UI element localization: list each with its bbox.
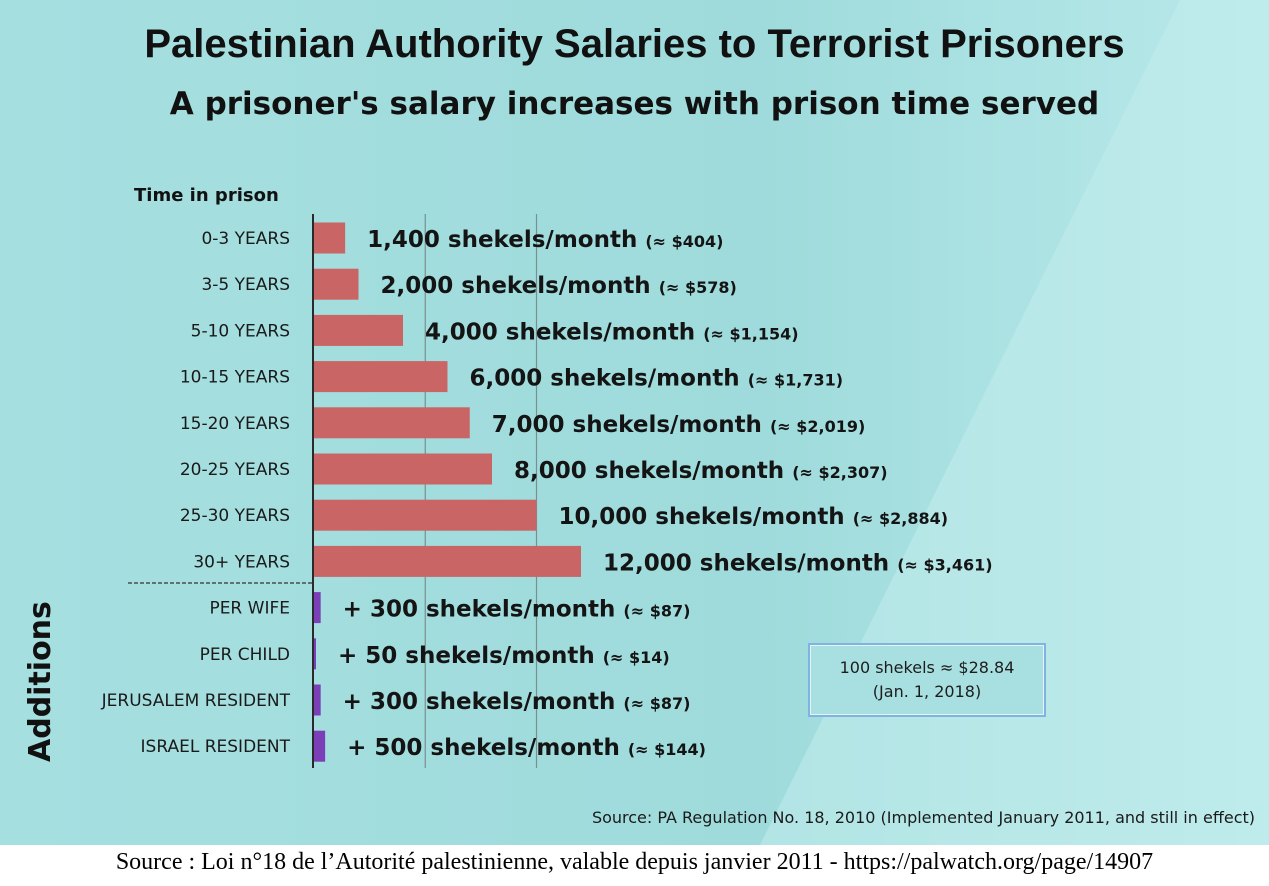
row-7-shekels: 10,000 shekels/month — [559, 504, 853, 530]
row-6-shekels: 8,000 shekels/month — [514, 458, 792, 484]
row-2-value-label: 2,000 shekels/month (≈ $578) — [381, 273, 737, 299]
row-4-label: 10-15 YEARS — [180, 368, 290, 388]
addition-2-usd: (≈ $14) — [603, 648, 670, 667]
exchange-rate-date: (Jan. 1, 2018) — [872, 682, 982, 701]
row-7-usd: (≈ $2,884) — [853, 509, 948, 528]
row-5-value-label: 7,000 shekels/month (≈ $2,019) — [492, 412, 866, 438]
row-4-value-label: 6,000 shekels/month (≈ $1,731) — [470, 366, 844, 392]
row-6-value-label: 8,000 shekels/month (≈ $2,307) — [514, 458, 888, 484]
row-8-usd: (≈ $3,461) — [897, 555, 992, 574]
source-caption-french: Source : Loi n°18 de l’Autorité palestin… — [115, 849, 1154, 875]
addition-3-value-label: + 300 shekels/month (≈ $87) — [343, 689, 691, 715]
row-8-bar — [314, 545, 581, 577]
row-7-label: 25-30 YEARS — [180, 506, 290, 526]
addition-4-usd: (≈ $144) — [628, 740, 706, 759]
source-note: Source: PA Regulation No. 18, 2010 (Impl… — [591, 808, 1255, 827]
row-8-shekels: 12,000 shekels/month — [603, 550, 897, 576]
additions-label-text: Additions — [23, 601, 58, 762]
row-7-bar — [314, 499, 537, 531]
additions-label: Additions — [6, 596, 66, 766]
row-4-usd: (≈ $1,731) — [748, 371, 843, 390]
row-5-shekels: 7,000 shekels/month — [492, 412, 770, 438]
bar-chart: Time in prison 0-3 YEARS 1,400 shekels/mo… — [101, 185, 993, 768]
row-5-bar — [314, 407, 470, 439]
addition-1-shekels: + 300 shekels/month — [343, 597, 624, 623]
row-2-bar — [314, 268, 359, 300]
chart-subtitle: A prisoner's salary increases with priso… — [169, 86, 1100, 122]
addition-1-bar — [314, 592, 321, 624]
addition-2-bar — [314, 638, 316, 670]
row-3-usd: (≈ $1,154) — [703, 324, 798, 343]
row-6-usd: (≈ $2,307) — [792, 463, 887, 482]
row-2-label: 3-5 YEARS — [201, 275, 290, 295]
row-3-value-label: 4,000 shekels/month (≈ $1,154) — [425, 319, 799, 345]
addition-4-value-label: + 500 shekels/month (≈ $144) — [347, 735, 706, 761]
addition-2-label: PER CHILD — [200, 645, 290, 665]
row-3-bar — [314, 314, 403, 346]
grid-lines — [424, 214, 538, 768]
row-8-value-label: 12,000 shekels/month (≈ $3,461) — [603, 550, 993, 576]
addition-3-shekels: + 300 shekels/month — [343, 689, 624, 715]
main-bars — [314, 222, 581, 762]
addition-4-shekels: + 500 shekels/month — [347, 735, 628, 761]
row-5-usd: (≈ $2,019) — [770, 417, 865, 436]
row-1-bar — [314, 222, 346, 254]
addition-2-value-label: + 50 shekels/month (≈ $14) — [338, 643, 670, 669]
row-6-label: 20-25 YEARS — [180, 460, 290, 480]
addition-1-usd: (≈ $87) — [623, 602, 690, 621]
addition-1-value-label: + 300 shekels/month (≈ $87) — [343, 597, 691, 623]
row-3-label: 5-10 YEARS — [191, 321, 290, 341]
row-6-bar — [314, 453, 492, 485]
addition-3-bar — [314, 684, 321, 716]
row-7-value-label: 10,000 shekels/month (≈ $2,884) — [559, 504, 949, 530]
row-3-shekels: 4,000 shekels/month — [425, 319, 703, 345]
category-header: Time in prison — [134, 185, 279, 206]
addition-4-bar — [314, 730, 326, 762]
infographic-panel: Palestinian Authority Salaries to Terror… — [0, 0, 1269, 845]
row-4-bar — [314, 361, 448, 393]
row-1-label: 0-3 YEARS — [201, 229, 290, 249]
addition-1-label: PER WIFE — [209, 599, 290, 619]
row-4-shekels: 6,000 shekels/month — [470, 366, 748, 392]
row-2-shekels: 2,000 shekels/month — [381, 273, 659, 299]
background-diagonal — [760, 0, 1269, 845]
addition-3-usd: (≈ $87) — [623, 694, 690, 713]
addition-3-label: JERUSALEM RESIDENT — [101, 691, 291, 711]
exchange-rate-box: 100 shekels ≈ $28.84 (Jan. 1, 2018) — [808, 643, 1046, 717]
addition-2-shekels: + 50 shekels/month — [338, 643, 603, 669]
row-1-usd: (≈ $404) — [645, 232, 723, 251]
row-8-label: 30+ YEARS — [193, 552, 290, 572]
row-1-shekels: 1,400 shekels/month — [367, 227, 645, 253]
row-1-value-label: 1,400 shekels/month (≈ $404) — [367, 227, 723, 253]
chart-title: Palestinian Authority Salaries to Terror… — [144, 22, 1125, 66]
addition-4-label: ISRAEL RESIDENT — [141, 737, 291, 757]
row-2-usd: (≈ $578) — [659, 278, 737, 297]
exchange-rate-line: 100 shekels ≈ $28.84 — [839, 658, 1015, 677]
row-5-label: 15-20 YEARS — [180, 414, 290, 434]
